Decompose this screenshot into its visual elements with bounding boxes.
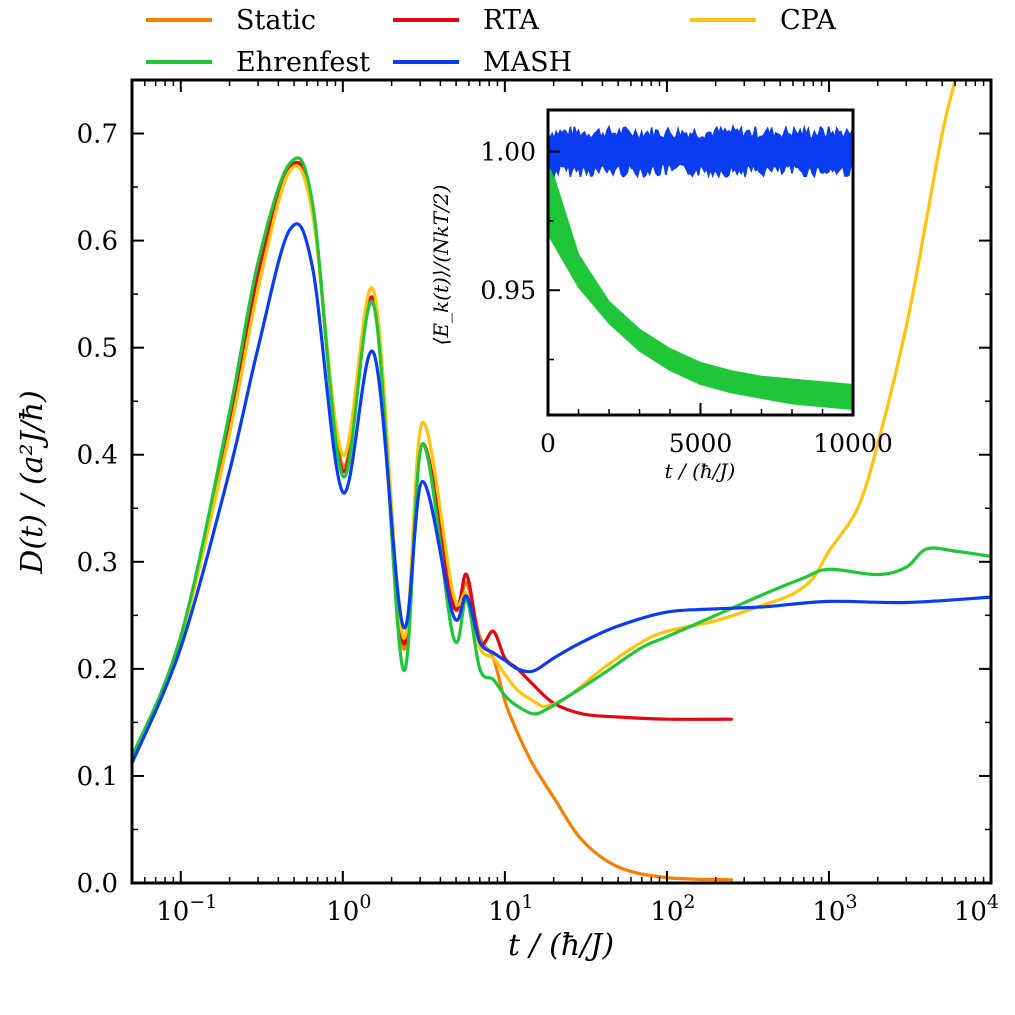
main-y-tick-label: 0.5 [77, 334, 118, 364]
main-y-tick-label: 0.3 [77, 548, 118, 578]
series-line-ehrenfest [132, 156, 991, 759]
main-x-tick-label: 10−1 [156, 891, 217, 927]
inset-x-tick-label: 5000 [669, 429, 733, 458]
main-y-tick-label: 0.0 [77, 869, 118, 899]
main-chart: 10−1 100 101 102 103 104 0.0 0.1 0.2 0.3 0.4 0.5 0.6… [15, 78, 999, 963]
inset-band-mash [548, 124, 853, 179]
main-ticks: 10−1 100 101 102 103 104 0.0 0.1 0.2 0.3 0.4 0.5 0.6… [77, 79, 999, 927]
main-x-tick-label: 103 [812, 891, 857, 927]
main-x-axis-label: t / (ħ/J) [508, 928, 614, 963]
inset-series-group [548, 124, 853, 411]
inset-y-tick-label: 0.95 [480, 276, 536, 305]
main-y-tick-label: 0.6 [77, 227, 118, 257]
legend-label-static: Static [236, 5, 316, 36]
legend-label-rta: RTA [483, 5, 539, 36]
main-x-tick-label: 100 [326, 891, 371, 927]
series-line-cpa [132, 80, 957, 762]
main-x-tick-label: 102 [650, 891, 695, 927]
series-line-mash [132, 222, 991, 765]
legend-label-mash: MASH [483, 47, 572, 78]
main-x-tick-label: 101 [488, 891, 533, 927]
inset-y-tick-label: 1.00 [480, 138, 536, 167]
main-series-group [132, 80, 991, 882]
inset-y-axis-label: ⟨E_k(t)⟩/(NkT/2) [429, 185, 453, 346]
inset-x-axis-label: t / (ħ/J) [665, 459, 736, 483]
main-plot-frame [130, 78, 993, 885]
main-y-tick-label: 0.7 [77, 120, 118, 150]
inset-ticks: 0 5000 10000 0.95 1.00 [480, 138, 892, 458]
main-y-tick-label: 0.4 [77, 441, 118, 471]
inset-band-ehrenfest [548, 156, 853, 411]
main-y-tick-label: 0.1 [77, 762, 118, 792]
inset-chart: 0 5000 10000 0.95 1.00 t / (ħ/J) ⟨E_k(t)⟩/(N… [429, 108, 893, 483]
inset-x-tick-label: 0 [540, 429, 556, 458]
main-y-axis-label: D(t) / (a²J/ħ) [15, 390, 50, 574]
legend-label-cpa: CPA [780, 5, 836, 36]
legend: Static RTA CPA Ehrenfest MASH [146, 5, 836, 78]
inset-x-tick-label: 10000 [813, 429, 893, 458]
main-y-tick-label: 0.2 [77, 655, 118, 685]
main-x-tick-label: 104 [954, 891, 999, 927]
legend-label-ehrenfest: Ehrenfest [236, 47, 370, 78]
